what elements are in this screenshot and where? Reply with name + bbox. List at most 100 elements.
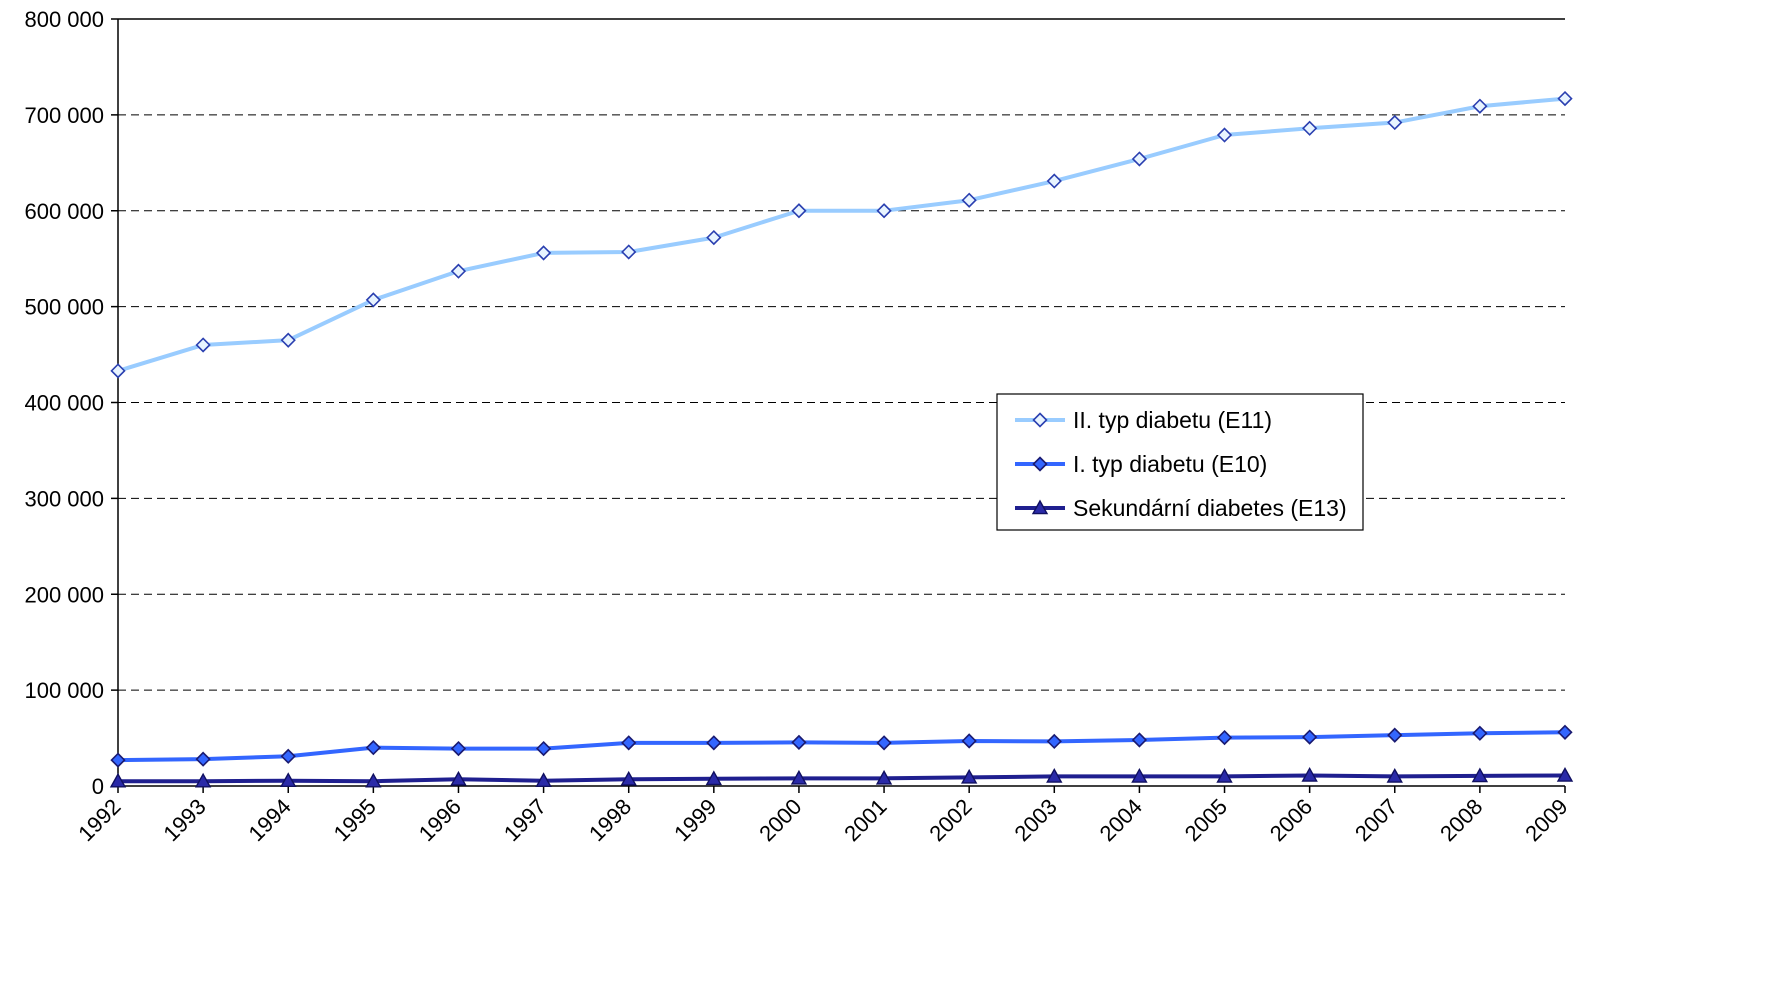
data-point xyxy=(280,332,296,348)
x-tick-label: 2001 xyxy=(839,794,891,846)
x-tick-label: 1992 xyxy=(73,794,125,846)
data-point xyxy=(450,740,467,757)
series-layer xyxy=(109,90,1574,788)
x-tick-label: 1994 xyxy=(243,794,295,846)
data-point xyxy=(1556,767,1574,782)
y-tick-label: 800 000 xyxy=(24,7,104,32)
data-point xyxy=(450,770,467,786)
x-tick-label: 2008 xyxy=(1435,794,1487,846)
data-point xyxy=(1216,127,1233,143)
data-point xyxy=(535,245,552,261)
data-point xyxy=(1471,767,1489,783)
data-point xyxy=(706,229,722,246)
legend-marker xyxy=(1032,456,1048,472)
data-point xyxy=(1301,767,1318,782)
data-point xyxy=(620,770,637,786)
data-point xyxy=(195,337,211,353)
data-point xyxy=(1131,767,1148,783)
data-point xyxy=(194,772,212,788)
legend-item: I. typ diabetu (E10) xyxy=(1015,451,1267,477)
data-point xyxy=(1046,173,1062,189)
data-point xyxy=(535,772,552,788)
data-point xyxy=(1557,90,1573,107)
series-3 xyxy=(109,767,1574,788)
x-tick-label: 2005 xyxy=(1180,794,1232,846)
data-point xyxy=(365,292,381,308)
data-point xyxy=(791,734,807,751)
x-tick-label: 1993 xyxy=(158,794,210,846)
legend-label: II. typ diabetu (E11) xyxy=(1073,407,1272,433)
data-point xyxy=(109,772,127,788)
x-tick-label: 1999 xyxy=(669,794,721,846)
y-tick-label: 500 000 xyxy=(24,295,104,320)
y-tick-label: 100 000 xyxy=(24,678,104,703)
x-tick-label: 2004 xyxy=(1095,794,1147,846)
y-tick-label: 700 000 xyxy=(24,103,104,128)
x-tick-label: 1995 xyxy=(329,794,381,846)
data-point xyxy=(1557,724,1573,740)
series-1 xyxy=(110,90,1573,379)
x-tick-label: 2003 xyxy=(1010,794,1062,846)
y-tick-label: 600 000 xyxy=(24,199,104,224)
y-tick-label: 200 000 xyxy=(24,582,104,607)
data-point xyxy=(195,751,211,767)
data-point xyxy=(1386,767,1403,783)
data-point xyxy=(110,752,126,768)
y-tick-label: 0 xyxy=(92,774,104,799)
data-point xyxy=(1131,732,1148,748)
x-tick-label: 2007 xyxy=(1350,794,1402,846)
data-point xyxy=(960,768,978,784)
data-point xyxy=(791,203,807,219)
x-tick-label: 1996 xyxy=(414,794,466,846)
data-point xyxy=(876,735,892,751)
data-point xyxy=(1472,725,1488,741)
legend-label: Sekundární diabetes (E13) xyxy=(1073,495,1347,521)
legend-label: I. typ diabetu (E10) xyxy=(1073,451,1267,477)
y-tick-label: 300 000 xyxy=(24,486,104,511)
data-point xyxy=(1046,767,1063,783)
series-line xyxy=(118,773,1566,784)
data-point xyxy=(110,363,126,379)
data-point xyxy=(365,740,381,756)
data-point xyxy=(280,748,296,764)
legend-marker xyxy=(1031,499,1049,515)
legend-item: II. typ diabetu (E11) xyxy=(1015,407,1272,433)
data-point xyxy=(1302,120,1318,136)
x-tick-label: 2006 xyxy=(1265,794,1317,846)
data-point xyxy=(1387,727,1403,743)
data-point xyxy=(876,203,892,219)
y-tick-label: 400 000 xyxy=(24,391,104,416)
legend-item: Sekundární diabetes (E13) xyxy=(1015,495,1347,521)
data-point xyxy=(365,772,382,788)
data-point xyxy=(1302,729,1318,745)
legend-marker xyxy=(1032,412,1048,428)
data-point xyxy=(1216,729,1233,746)
data-point xyxy=(280,772,297,788)
data-point xyxy=(1472,98,1488,114)
data-point xyxy=(875,769,893,785)
series-line xyxy=(117,730,1566,763)
data-point xyxy=(961,192,977,208)
legend: II. typ diabetu (E11) I. typ diabetu (E10… xyxy=(996,393,1364,531)
x-tick-label: 2002 xyxy=(924,794,976,846)
x-tick-label: 1998 xyxy=(584,794,636,846)
data-point xyxy=(621,244,637,260)
series-2 xyxy=(110,724,1573,768)
data-point xyxy=(1387,114,1403,131)
x-tick-label: 1997 xyxy=(499,794,551,846)
data-point xyxy=(1131,151,1148,167)
data-point xyxy=(450,263,467,279)
data-point xyxy=(1216,767,1233,783)
data-point xyxy=(961,733,977,749)
series-line xyxy=(117,96,1566,373)
data-point xyxy=(705,770,723,786)
data-point xyxy=(706,735,722,751)
data-point xyxy=(790,769,808,785)
x-tick-label: 2009 xyxy=(1520,794,1572,846)
gridlines xyxy=(118,18,1565,691)
data-point xyxy=(621,735,637,751)
data-point xyxy=(1046,733,1062,750)
data-point xyxy=(535,740,552,757)
